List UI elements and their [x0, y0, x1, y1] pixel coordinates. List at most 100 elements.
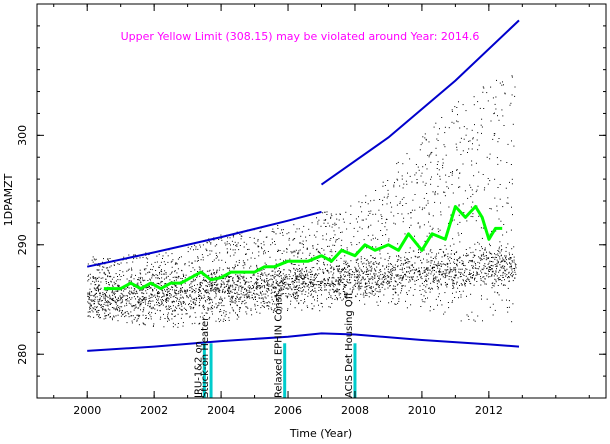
limit-line: [86, 210, 322, 268]
data-point: [274, 303, 276, 305]
data-point: [368, 292, 370, 294]
data-point: [130, 303, 132, 305]
data-point: [342, 270, 344, 271]
data-point: [339, 271, 341, 272]
data-point: [367, 227, 369, 229]
data-point: [286, 248, 287, 250]
data-point: [496, 79, 497, 81]
data-point: [243, 246, 245, 248]
data-point: [349, 293, 351, 295]
data-point: [355, 276, 357, 278]
data-point: [398, 259, 400, 261]
data-point: [283, 269, 285, 271]
data-point: [394, 267, 396, 269]
data-point: [303, 302, 304, 304]
data-point: [165, 277, 167, 279]
data-point: [240, 296, 242, 298]
data-point: [297, 253, 299, 255]
data-point: [160, 299, 162, 301]
data-point: [346, 293, 348, 295]
data-point: [252, 274, 254, 276]
data-point: [257, 240, 259, 242]
data-point: [104, 302, 106, 304]
data-point: [221, 314, 223, 316]
data-point: [232, 309, 234, 311]
data-point: [323, 284, 325, 286]
data-point: [424, 269, 426, 271]
data-point: [139, 298, 141, 300]
data-point: [476, 139, 478, 141]
data-point: [426, 193, 428, 194]
data-point: [378, 287, 380, 288]
data-point: [365, 259, 367, 261]
data-point: [282, 278, 284, 280]
data-point: [437, 140, 439, 141]
data-point: [237, 315, 239, 317]
data-point: [409, 280, 411, 282]
data-point: [202, 307, 204, 309]
data-point: [87, 292, 89, 294]
data-point: [212, 313, 213, 315]
data-point: [398, 256, 400, 258]
data-point: [112, 294, 114, 296]
data-point: [360, 258, 362, 260]
data-point: [189, 248, 191, 250]
data-point: [358, 201, 360, 203]
data-point: [123, 290, 125, 292]
data-point: [495, 230, 497, 232]
data-point: [481, 295, 482, 297]
data-point: [379, 289, 381, 291]
data-point: [459, 241, 461, 243]
data-point: [501, 280, 503, 282]
data-point: [277, 275, 279, 277]
data-point: [229, 298, 231, 300]
data-point: [406, 294, 408, 295]
data-point: [468, 319, 470, 320]
data-point: [491, 275, 493, 277]
data-point: [300, 276, 302, 278]
data-point: [273, 288, 275, 289]
data-point: [212, 269, 214, 271]
data-point: [449, 245, 451, 247]
data-point: [444, 195, 446, 197]
data-point: [104, 296, 106, 298]
data-point: [500, 261, 502, 263]
data-point: [211, 250, 213, 252]
data-point: [375, 237, 376, 239]
data-point: [312, 247, 314, 249]
data-point: [379, 269, 381, 271]
data-point: [105, 304, 107, 306]
data-point: [307, 295, 309, 297]
data-point: [109, 296, 111, 298]
data-point: [271, 285, 273, 287]
data-point: [479, 262, 481, 264]
data-point: [447, 284, 448, 285]
data-point: [198, 296, 199, 297]
data-point: [133, 254, 135, 256]
data-point: [424, 301, 426, 303]
data-point: [184, 263, 186, 264]
data-point: [466, 128, 468, 130]
data-point: [447, 253, 449, 255]
data-point: [397, 171, 399, 173]
data-point: [230, 244, 231, 246]
data-point: [381, 223, 383, 224]
data-point: [144, 299, 146, 301]
data-point: [484, 247, 486, 249]
data-point: [366, 271, 367, 273]
data-point: [485, 283, 487, 285]
data-point: [472, 201, 474, 203]
data-point: [156, 301, 157, 303]
data-point: [141, 292, 143, 294]
data-point: [319, 310, 321, 312]
data-point: [266, 283, 268, 285]
data-point: [172, 301, 174, 303]
data-point: [256, 279, 258, 281]
data-point: [119, 274, 120, 276]
data-point: [239, 274, 241, 276]
data-point: [236, 281, 238, 282]
data-point: [215, 281, 217, 283]
data-point: [190, 300, 192, 302]
data-point: [295, 286, 296, 288]
data-point: [296, 291, 298, 293]
